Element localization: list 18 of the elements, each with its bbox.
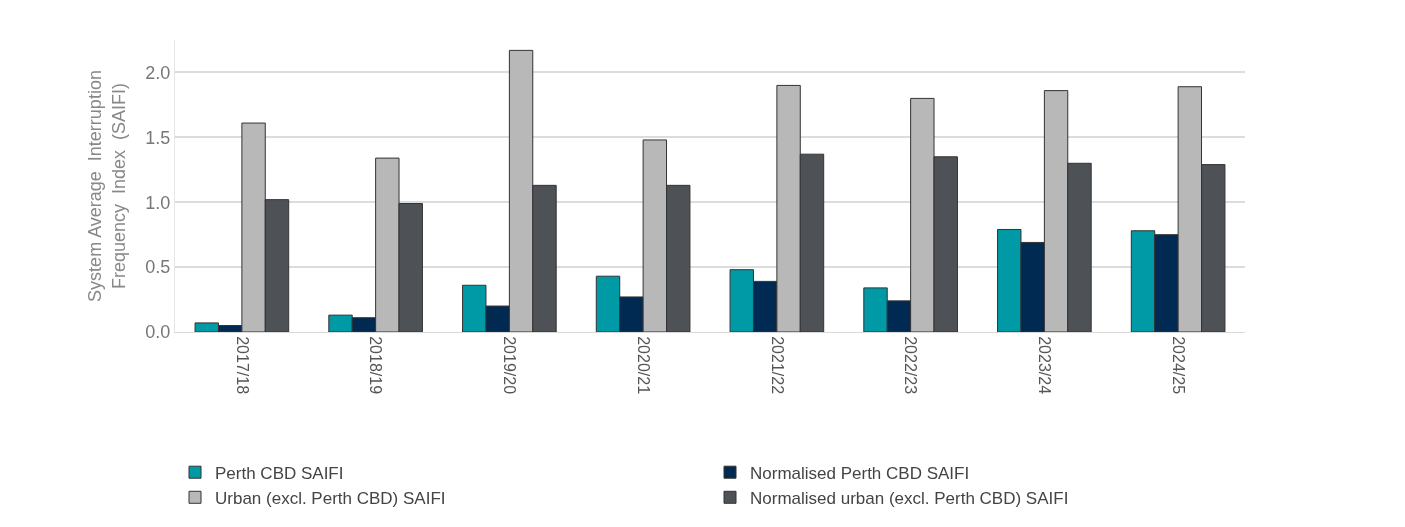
x-tick-label: 2024/25 xyxy=(1169,336,1187,395)
x-tick-label: 2023/24 xyxy=(1036,336,1054,395)
legend-label: Normalised Perth CBD SAIFI xyxy=(750,463,970,483)
y-tick-label: 1.5 xyxy=(145,127,171,148)
x-tick-label: 2021/22 xyxy=(768,336,786,395)
y-tick-label: 2.0 xyxy=(145,62,171,83)
y-axis-title: System Average Interruption Frequency Index (SAIFI) xyxy=(85,70,129,302)
legend-label: Perth CBD SAIFI xyxy=(215,463,344,483)
x-tick-label: 2017/18 xyxy=(233,336,251,395)
y-tick-label: 0.0 xyxy=(145,322,171,343)
x-tick-label: 2020/21 xyxy=(634,336,652,395)
x-tick-label: 2018/19 xyxy=(367,336,385,395)
y-tick-label: 0.5 xyxy=(145,257,171,278)
legend-label: Urban (excl. Perth CBD) SAIFI xyxy=(215,488,446,508)
x-tick-label: 2022/23 xyxy=(902,336,920,395)
x-tick-label: 2019/20 xyxy=(501,336,519,395)
legend-label: Normalised urban (excl. Perth CBD) SAIFI xyxy=(750,488,1069,508)
y-tick-label: 1.0 xyxy=(145,192,171,213)
